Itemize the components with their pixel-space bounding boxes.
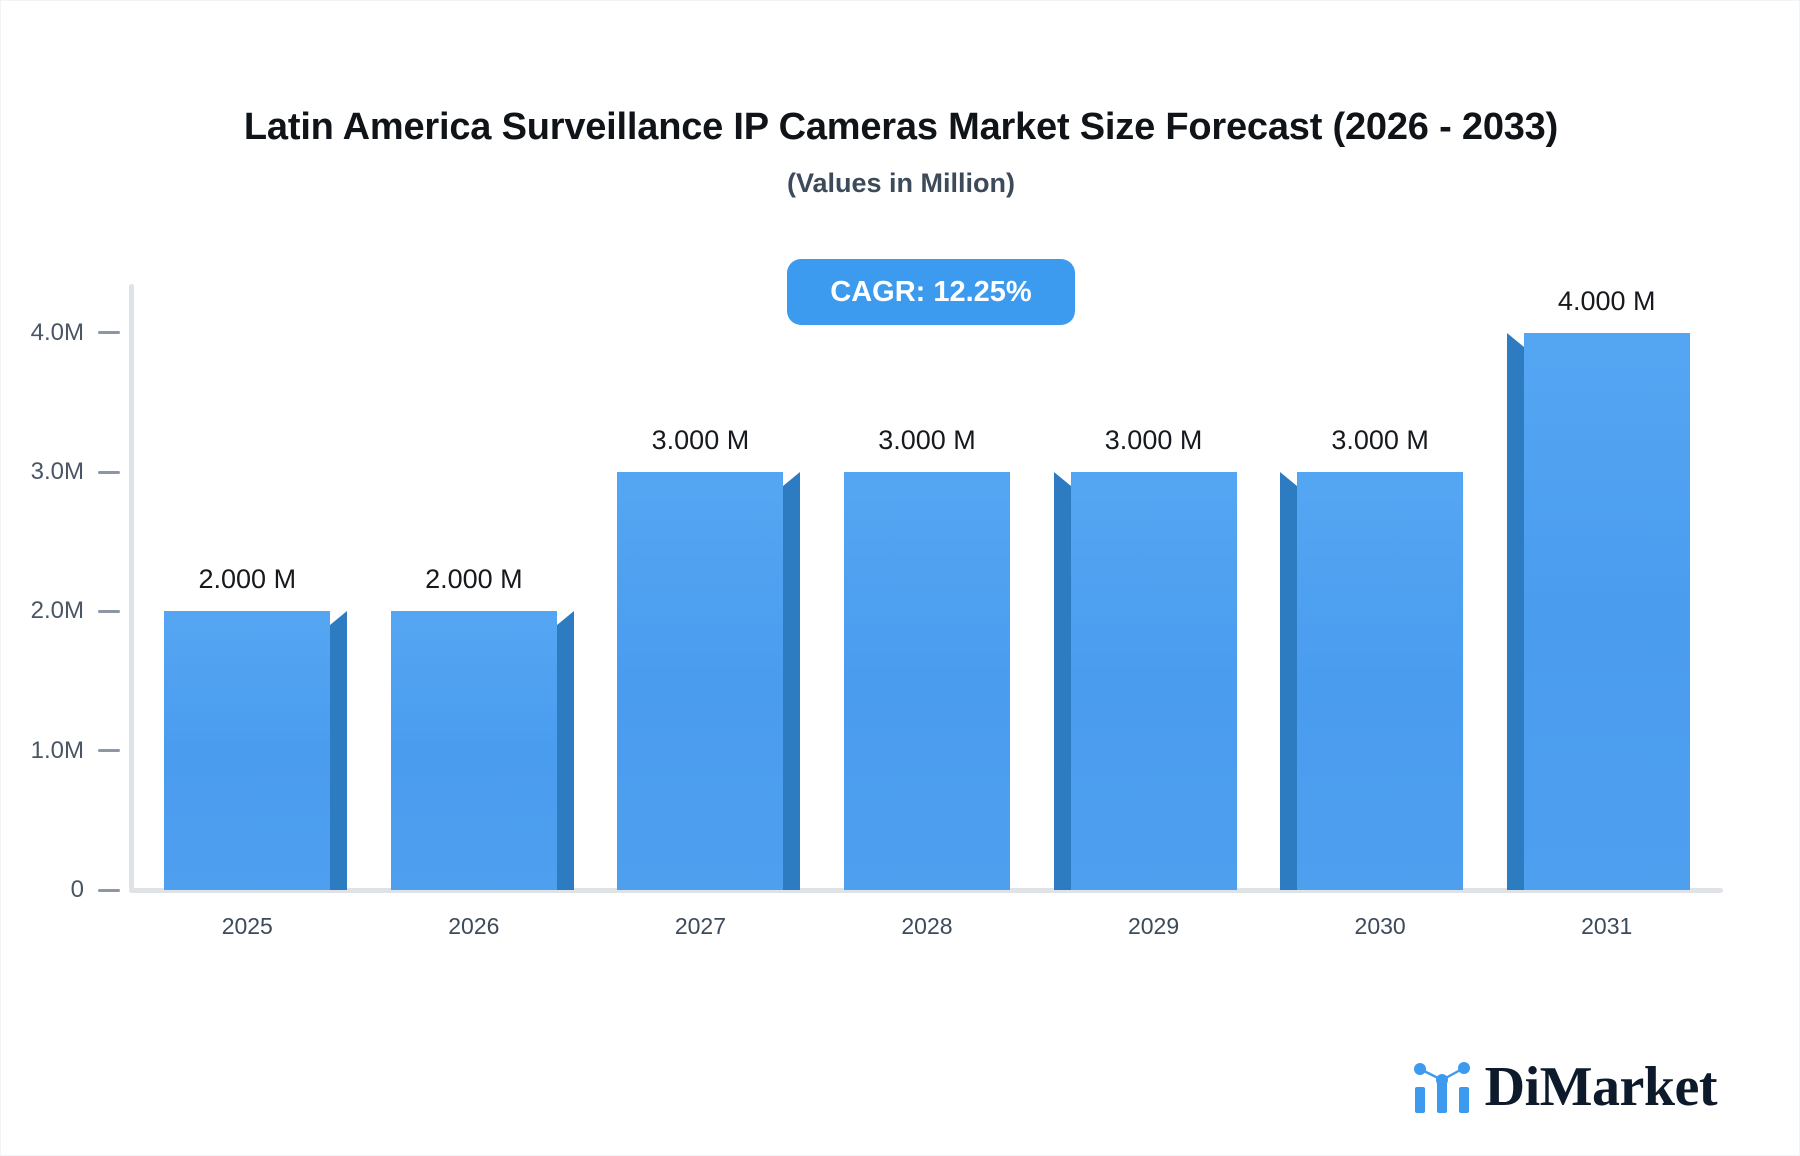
bar-front-face[interactable] [1070,472,1237,890]
x-axis-tick-label: 2025 [221,913,273,939]
bar-group[interactable]: 3.000 M [844,284,1010,890]
bar-front-face[interactable] [617,472,784,890]
bar-top-bevel [783,472,801,487]
bar-front-face[interactable] [164,611,331,890]
y-axis-tick-label: 3.0M [30,458,84,486]
bar-top-bevel [556,611,574,626]
bar-group[interactable]: 3.000 M [617,284,801,890]
bar-value-label: 3.000 M [651,425,750,456]
bar-value-label: 3.000 M [1104,425,1203,456]
bar-side-face [1280,486,1298,890]
x-axis-tick-label: 2027 [674,913,726,939]
bar-chart-trend-icon [1413,1062,1470,1113]
bar-side-face [1506,346,1524,890]
cagr-badge: CAGR: 12.25% [787,259,1075,325]
bar-top-bevel [1280,472,1298,487]
dimarket-logo: DiMarket [1413,1056,1718,1118]
bar-group[interactable]: 2.000 M [390,284,574,890]
y-axis-tick-mark [98,749,120,753]
bar-front-face[interactable] [1523,332,1690,890]
chart-subtitle: (Values in Million) [786,167,1016,198]
y-axis-tick-mark [98,331,120,335]
x-axis-labels: 2025 2026 2027 2028 2029 2030 2031 [134,913,1720,953]
y-axis-tick-label: 1.0M [30,736,84,764]
bar-top-bevel [330,611,348,626]
bar-value-label: 3.000 M [878,425,976,456]
bar-value-label: 2.000 M [425,564,523,595]
bar-side-face [783,486,801,890]
bar-side-face [556,625,574,890]
cagr-badge-label: CAGR: 12.25% [830,275,1032,308]
y-axis-tick-mark [98,470,120,474]
title-block: Latin America Surveillance IP Cameras Ma… [1,106,1799,198]
logo-wordmark: DiMarket [1484,1056,1718,1118]
bar-group[interactable]: 4.000 M [1506,284,1690,890]
y-axis-line [129,284,134,890]
y-axis-tick-mark [98,609,120,613]
bar-value-label: 3.000 M [1331,425,1429,456]
bar-group[interactable]: 2.000 M [164,284,348,890]
bar-front-face[interactable] [390,611,557,890]
y-axis-tick-label: 2.0M [30,597,84,625]
bar-value-label: 2.000 M [198,564,297,595]
bar-top-bevel [1506,332,1524,347]
y-axis-tick-mark [98,888,120,892]
bar-top-bevel [1053,472,1071,487]
bar-side-face [1053,486,1071,890]
y-axis-tick-label: 0 [70,876,84,903]
bar-front-face[interactable] [844,472,1010,890]
x-axis-line [129,888,1723,893]
bar-front-face[interactable] [1297,472,1464,890]
bar-group[interactable]: 3.000 M [1053,284,1237,890]
bar-side-face [330,625,348,890]
bar-value-label: 4.000 M [1557,285,1656,316]
x-axis-tick-label: 2029 [1127,913,1180,939]
x-axis-tick-label: 2028 [901,913,953,939]
page-title: Latin America Surveillance IP Cameras Ma… [243,106,1559,148]
bar-group[interactable]: 3.000 M [1280,284,1464,890]
x-axis-tick-label: 2031 [1581,913,1633,939]
x-axis-tick-label: 2030 [1354,913,1406,939]
y-axis-tick-label: 4.0M [30,318,84,346]
bar-series: 2.000 M 2.000 M 3.000 M 3.000 M 3.000 M 3.000… [134,284,1720,890]
x-axis-tick-label: 2026 [448,913,500,939]
